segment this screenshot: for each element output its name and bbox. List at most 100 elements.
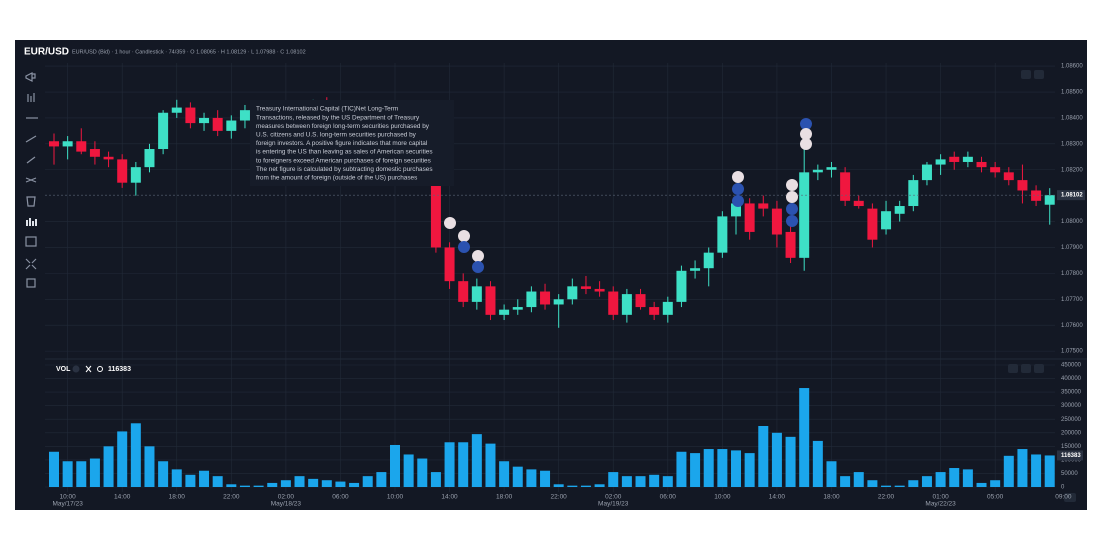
- candle-body: [594, 288, 605, 292]
- tool-icon[interactable]: [25, 72, 36, 82]
- candle-body: [649, 307, 660, 315]
- volume-bar: [649, 474, 660, 487]
- tool-icon[interactable]: [26, 156, 36, 164]
- y-tick-label: 1.08500: [1061, 90, 1083, 96]
- tooltip-line: measures between foreign long-term secur…: [256, 123, 430, 130]
- tool-icon[interactable]: [27, 93, 35, 102]
- tooltip-line: Treasury International Capital (TIC)Net …: [256, 106, 398, 113]
- last-price-box: [1057, 190, 1085, 201]
- candle-body: [990, 167, 1001, 173]
- tool-icon[interactable]: [26, 218, 37, 226]
- volume-bar: [185, 474, 196, 487]
- window-buttons[interactable]: [1008, 70, 1076, 502]
- x-tick-label: 01:00: [932, 494, 949, 501]
- tool-icon[interactable]: [26, 278, 36, 288]
- button[interactable]: [1008, 364, 1018, 373]
- x-tick-label: 02:00: [605, 494, 622, 501]
- y-tick-label: 50000: [1061, 471, 1078, 477]
- tool-icon[interactable]: [25, 236, 37, 247]
- button[interactable]: [1064, 493, 1076, 502]
- tool-icon[interactable]: [25, 135, 37, 143]
- event-flag[interactable]: [732, 171, 744, 183]
- event-markers[interactable]: [444, 118, 812, 273]
- candle-body: [158, 112, 169, 150]
- event-icon[interactable]: [786, 215, 798, 227]
- candle-body: [103, 156, 114, 160]
- volume-bar: [567, 485, 578, 487]
- candle-body: [840, 172, 851, 201]
- candle-body: [580, 286, 591, 289]
- event-flag[interactable]: [786, 191, 798, 203]
- volume-bar: [758, 426, 769, 487]
- y-tick-label: 1.07700: [1061, 297, 1083, 303]
- volume-bar: [894, 485, 905, 487]
- candle-body: [717, 216, 728, 253]
- y-tick-label: 350000: [1061, 390, 1082, 396]
- y-tick-label: 150000: [1061, 444, 1082, 450]
- x-tick-label: 14:00: [769, 494, 786, 501]
- event-flag[interactable]: [786, 179, 798, 191]
- button[interactable]: [1021, 364, 1031, 373]
- tool-icon[interactable]: [26, 196, 36, 207]
- candle-body: [771, 208, 782, 235]
- volume-bar: [335, 481, 346, 487]
- candle-body: [635, 294, 646, 308]
- x-tick-label: 10:00: [387, 494, 404, 501]
- candle-body: [144, 149, 155, 168]
- event-icon[interactable]: [800, 118, 812, 130]
- candle-body: [785, 231, 796, 258]
- tool-icon[interactable]: [25, 258, 37, 270]
- event-flag[interactable]: [800, 138, 812, 150]
- candle-body: [458, 281, 469, 302]
- eye-icon[interactable]: [72, 365, 80, 373]
- y-tick-label: 1.07500: [1061, 349, 1083, 355]
- candle-body: [485, 286, 496, 315]
- event-flag[interactable]: [444, 217, 456, 229]
- volume-bar: [512, 466, 523, 487]
- tool-icon[interactable]: [25, 177, 37, 183]
- candle-body: [881, 211, 892, 230]
- y-tick-label: 1.08300: [1061, 141, 1083, 147]
- candle-body: [171, 107, 182, 113]
- y-tick-label: 1.08400: [1061, 116, 1083, 122]
- toolbar[interactable]: [25, 72, 38, 288]
- volume-bar: [1044, 455, 1055, 487]
- candle-body: [826, 167, 837, 170]
- x-tick-label: 14:00: [114, 494, 131, 501]
- volume-bar: [676, 451, 687, 487]
- event-icon[interactable]: [732, 195, 744, 207]
- volume-bar: [635, 476, 646, 487]
- x-tick-label: 05:00: [987, 494, 1004, 501]
- button[interactable]: [1021, 70, 1031, 79]
- volume-bar: [362, 476, 373, 487]
- volume-bar: [212, 476, 223, 487]
- volume-bar: [103, 446, 114, 487]
- volume-bar: [812, 440, 823, 487]
- volume-bar: [785, 436, 796, 487]
- tooltip-line: U.S. citizens and U.S. long-term securit…: [256, 131, 417, 138]
- volume-bar: [226, 484, 237, 487]
- settings-icon[interactable]: [97, 366, 103, 372]
- volume-bar: [417, 458, 428, 487]
- button[interactable]: [1034, 70, 1044, 79]
- event-icon[interactable]: [458, 241, 470, 253]
- button[interactable]: [1034, 364, 1044, 373]
- event-icon[interactable]: [786, 203, 798, 215]
- tooltip-line: is entering the US than leaving as sales…: [256, 149, 433, 156]
- candle-body: [185, 107, 196, 124]
- x-tick-label: 22:00: [878, 494, 895, 501]
- event-icon[interactable]: [472, 261, 484, 273]
- tooltip-line: The net figure is calculated by subtract…: [256, 166, 433, 173]
- event-flag[interactable]: [458, 230, 470, 242]
- x-tick-label: 02:00: [278, 494, 295, 501]
- volume-bar: [662, 476, 673, 487]
- x-date-label: May/19/23: [598, 501, 629, 508]
- candle-body: [867, 208, 878, 240]
- x-tick-label: 06:00: [660, 494, 677, 501]
- volume-bar: [744, 453, 755, 487]
- event-flag[interactable]: [472, 250, 484, 262]
- y-tick-label: 0: [1061, 485, 1065, 491]
- event-flag[interactable]: [800, 128, 812, 140]
- event-icon[interactable]: [732, 183, 744, 195]
- close-icon[interactable]: [85, 365, 92, 373]
